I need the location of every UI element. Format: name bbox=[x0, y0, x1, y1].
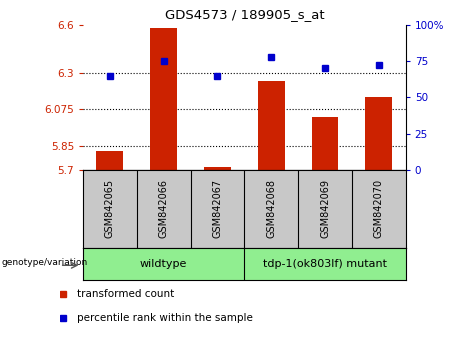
Text: GSM842066: GSM842066 bbox=[159, 179, 169, 238]
Title: GDS4573 / 189905_s_at: GDS4573 / 189905_s_at bbox=[165, 8, 324, 21]
Text: GSM842065: GSM842065 bbox=[105, 179, 115, 239]
Text: percentile rank within the sample: percentile rank within the sample bbox=[77, 313, 253, 323]
Bar bbox=[365, 97, 392, 170]
Bar bbox=[96, 150, 123, 170]
Text: wildtype: wildtype bbox=[140, 259, 187, 269]
Text: tdp-1(ok803lf) mutant: tdp-1(ok803lf) mutant bbox=[263, 259, 387, 269]
Bar bbox=[150, 28, 177, 170]
Bar bbox=[204, 167, 231, 170]
Text: GSM842067: GSM842067 bbox=[213, 179, 223, 239]
Text: GSM842069: GSM842069 bbox=[320, 179, 330, 238]
Text: genotype/variation: genotype/variation bbox=[2, 258, 88, 267]
Text: GSM842068: GSM842068 bbox=[266, 179, 276, 238]
Text: GSM842070: GSM842070 bbox=[374, 179, 384, 239]
Bar bbox=[312, 117, 338, 170]
Text: transformed count: transformed count bbox=[77, 289, 174, 298]
Bar bbox=[258, 81, 284, 170]
